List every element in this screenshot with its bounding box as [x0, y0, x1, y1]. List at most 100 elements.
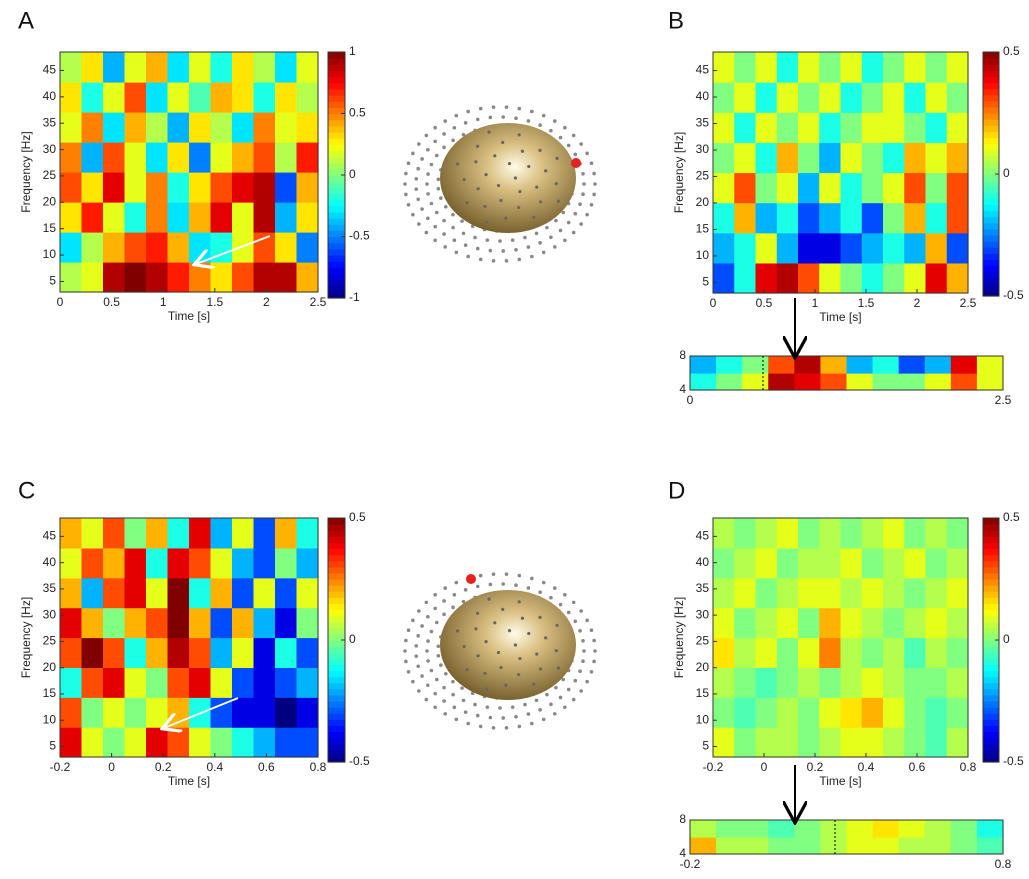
colorbar-segment — [328, 58, 345, 65]
colorbar-segment — [328, 285, 345, 293]
electrode — [526, 245, 531, 249]
heatmap-cell — [124, 697, 147, 728]
heatmap-cell — [146, 577, 169, 609]
panel-label: A — [18, 7, 34, 34]
heatmap-cell — [167, 607, 190, 639]
colorbar-segment — [328, 76, 345, 84]
heatmap-cell — [925, 607, 948, 639]
electrode — [429, 629, 434, 634]
electrode — [585, 151, 589, 156]
heatmap-cell — [146, 518, 169, 549]
electrode — [425, 182, 429, 186]
colorbar-segment — [328, 670, 345, 678]
heatmap-cell — [861, 697, 884, 728]
electrode — [485, 238, 490, 242]
colorbar-segment — [328, 572, 345, 580]
heatmap-cell — [253, 697, 276, 728]
electrode — [461, 132, 466, 137]
electrode — [411, 212, 415, 217]
electrode — [513, 643, 518, 647]
colorbar-tick-label: 0 — [1003, 166, 1010, 180]
electrode — [534, 231, 539, 236]
heatmap-cell — [716, 373, 743, 391]
colorbar-segment — [983, 591, 999, 598]
colorbar-segment — [328, 199, 345, 207]
heatmap-cell — [776, 547, 799, 579]
electrode — [436, 653, 441, 658]
heatmap-cell — [904, 232, 927, 264]
electrode — [426, 639, 430, 643]
heatmap-cell — [232, 547, 255, 579]
colorbar-segment — [983, 554, 999, 562]
heatmap-cell — [925, 262, 948, 294]
heatmap-cell — [925, 112, 948, 143]
heatmap-cell — [734, 697, 757, 728]
heatmap-cell — [189, 52, 212, 83]
y-tick-label: 20 — [43, 660, 57, 674]
heatmap-cell — [734, 607, 757, 639]
heatmap-cell — [883, 667, 905, 698]
heatmap-cell — [232, 52, 255, 83]
heatmap-cell — [950, 820, 978, 838]
heatmap-cell — [898, 373, 926, 391]
heatmap-cell — [776, 262, 799, 294]
y-tick-label: 40 — [696, 555, 710, 569]
colorbar-segment — [328, 566, 345, 574]
electrode — [541, 717, 546, 722]
heatmap-cell — [81, 142, 104, 173]
colorbar-segment — [983, 94, 999, 102]
colorbar-segment — [983, 664, 999, 672]
colorbar-segment — [328, 230, 345, 238]
heatmap-cell — [275, 142, 298, 173]
colorbar-segment — [328, 633, 345, 641]
heatmap-cell — [713, 607, 735, 639]
heatmap-cell — [883, 577, 905, 609]
electrode — [501, 607, 505, 611]
colorbar-segment — [983, 755, 999, 763]
electrode — [451, 605, 455, 610]
heatmap-cell — [232, 142, 255, 173]
heatmap-cell — [819, 727, 842, 758]
heatmap-cell — [167, 547, 190, 579]
heatmap-cell — [146, 52, 169, 83]
heatmap-cell — [296, 172, 319, 203]
heatmap-cell — [60, 607, 83, 639]
heatmap-cell — [798, 667, 820, 698]
colorbar-tick-label: 0 — [1003, 632, 1010, 646]
colorbar-tick-label: -0.5 — [349, 229, 370, 243]
colorbar-segment — [983, 652, 999, 659]
electrode — [538, 667, 543, 671]
electrode — [504, 683, 508, 687]
colorbar-tick-label: 0.5 — [349, 106, 366, 120]
electrode — [535, 652, 539, 656]
colorbar-segment — [983, 161, 999, 169]
colorbar-segment — [983, 113, 999, 120]
heatmap-cell — [798, 202, 820, 234]
colorbar-segment — [328, 187, 345, 195]
panel: C -0.2 0 0.2 0.4 0.6 0.8 5 10 15 20 25 30 35 40 45 Time … — [18, 477, 370, 788]
heatmap-cell — [861, 232, 884, 264]
heatmap-cell — [846, 837, 874, 855]
heatmap-cell — [275, 607, 298, 639]
heatmap-cell — [296, 577, 319, 609]
x-tick-label: 0.2 — [155, 760, 172, 774]
heatmap-cell — [819, 547, 842, 579]
heatmap-cell — [713, 112, 735, 143]
x-axis-title: Time [s] — [168, 309, 210, 323]
electrode — [517, 600, 521, 604]
electrode — [488, 582, 493, 587]
electrode — [566, 687, 571, 692]
colorbar-segment — [328, 749, 345, 757]
heatmap-cell — [946, 637, 969, 668]
y-tick-label: 10 — [696, 712, 710, 726]
colorbar-segment — [983, 572, 999, 580]
heatmap-cell — [794, 837, 822, 855]
electrode — [474, 160, 478, 164]
heatmap-cell — [146, 262, 169, 293]
electrode — [433, 691, 437, 696]
electrode — [501, 115, 506, 119]
electrode — [541, 580, 546, 585]
heatmap-cell — [189, 262, 212, 293]
heatmap-cell — [103, 232, 126, 263]
heatmap-cell — [210, 637, 233, 668]
